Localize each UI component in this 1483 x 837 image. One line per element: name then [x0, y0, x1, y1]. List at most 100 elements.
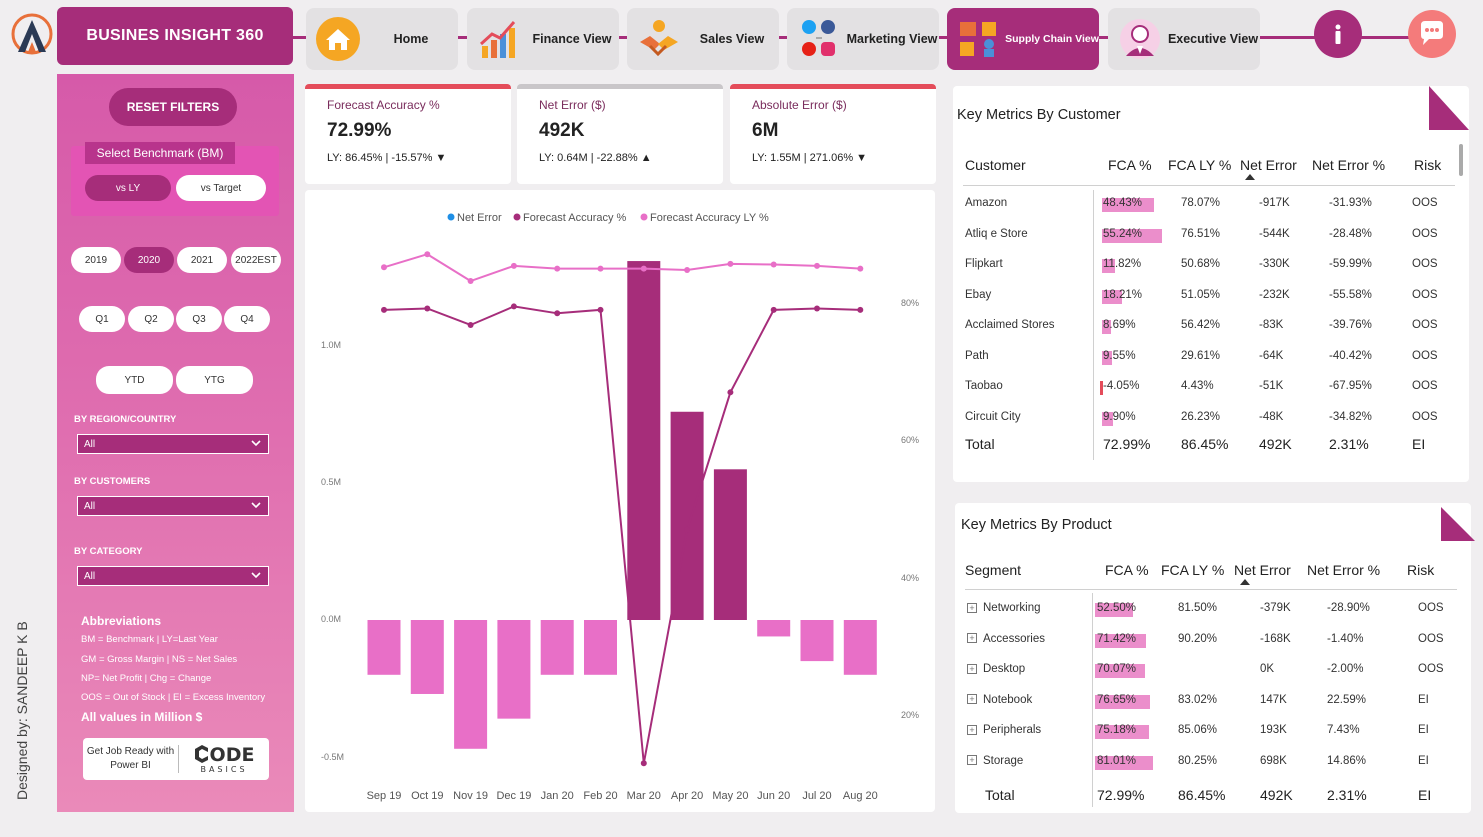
expand-plus-icon[interactable]: +: [967, 663, 977, 674]
x-tick-label: Jul 20: [802, 790, 831, 802]
cell-nep: -40.42%: [1329, 349, 1372, 362]
table-row[interactable]: + Accessories 71.42% 90.20% -168K -1.40% OOS: [965, 630, 1457, 650]
col-header[interactable]: FCA LY %: [1161, 562, 1225, 578]
x-tick-label: Feb 20: [583, 790, 617, 802]
period-ytg[interactable]: YTG: [176, 366, 253, 394]
cell-ne: 193K: [1260, 724, 1287, 736]
col-header[interactable]: FCA LY %: [1168, 157, 1232, 173]
fca-bar: [1102, 320, 1112, 334]
benchmark-vs-ly[interactable]: vs LY: [85, 175, 171, 201]
table-row[interactable]: + Networking 52.50% 81.50% -379K -28.90% OOS: [965, 599, 1457, 619]
expand-plus-icon[interactable]: +: [967, 755, 977, 766]
col-header[interactable]: Net Error %: [1307, 562, 1381, 578]
table-row[interactable]: + Storage 81.01% 80.25% 698K 14.86% EI: [965, 752, 1457, 772]
column-divider: [1092, 593, 1093, 807]
nav-supply-chain-button[interactable]: Supply Chain View: [947, 8, 1099, 70]
nav-finance-button[interactable]: Finance View: [467, 8, 619, 70]
legend-marker: [640, 213, 648, 221]
nav-home-button[interactable]: Home: [306, 8, 458, 70]
col-header[interactable]: FCA %: [1105, 562, 1149, 578]
category-filter-dropdown[interactable]: All: [77, 566, 269, 586]
col-header[interactable]: FCA %: [1108, 157, 1152, 173]
chat-button[interactable]: [1408, 10, 1456, 58]
product-metrics-card: Key Metrics By Product Segment FCA % FCA…: [955, 503, 1475, 813]
expand-plus-icon[interactable]: +: [967, 602, 977, 613]
forecast-accuracy-line: [383, 305, 861, 764]
cell-risk: OOS: [1412, 319, 1438, 331]
cell-ne: -917K: [1259, 197, 1290, 209]
year-2019[interactable]: 2019: [71, 247, 121, 273]
forecast-accuracy-point: [770, 306, 777, 313]
chevron-down-icon: [251, 572, 261, 579]
forecast-accuracy-point: [727, 389, 734, 396]
col-header[interactable]: Net Error: [1240, 157, 1297, 173]
forecast-accuracy-ly-point: [510, 262, 517, 269]
x-tick-label: Aug 20: [843, 790, 878, 802]
col-header[interactable]: Customer: [965, 157, 1026, 173]
kpi-value: 492K: [539, 120, 585, 141]
cell-nep: -34.82%: [1329, 410, 1372, 423]
net-error-forecast-chart[interactable]: Net Error Forecast Accuracy % Forecast Acc…: [305, 190, 935, 812]
y-left-tick-label: -0.5M: [321, 752, 344, 762]
table-row[interactable]: Path 9.55% 29.61% -64K -40.42% OOS: [963, 347, 1455, 367]
expand-plus-icon[interactable]: +: [967, 694, 977, 705]
header-divider: [965, 589, 1457, 590]
cell-ly: 76.51%: [1181, 227, 1221, 240]
table-row[interactable]: + Peripherals 75.18% 85.06% 193K 7.43% EI: [965, 721, 1457, 741]
cell-ne: -330K: [1259, 258, 1290, 270]
period-ytd[interactable]: YTD: [96, 366, 173, 394]
cell-ly: 4.43%: [1181, 380, 1214, 392]
year-2022est[interactable]: 2022EST: [231, 247, 281, 273]
nav-executive-label: Executive View: [1167, 32, 1259, 46]
year-2021[interactable]: 2021: [177, 247, 227, 273]
promo-text: Get Job Ready with Power BI: [83, 745, 179, 773]
table-row[interactable]: + Desktop 70.07% 0K -2.00% OOS: [965, 660, 1457, 680]
col-header[interactable]: Net Error %: [1312, 157, 1386, 173]
table-row[interactable]: Amazon 48.43% 78.07% -917K -31.93% OOS: [963, 194, 1455, 214]
row-label-text: Notebook: [983, 693, 1033, 706]
cell-ne: 0K: [1260, 663, 1275, 675]
codebasics-promo[interactable]: Get Job Ready with Power BI ODE BASICS: [83, 738, 269, 780]
table-scrollbar[interactable]: [1459, 144, 1463, 176]
category-filter-label: BY CATEGORY: [74, 546, 143, 557]
x-tick-label: Sep 19: [367, 790, 402, 802]
quarter-q3[interactable]: Q3: [176, 306, 222, 332]
total-fca: 72.99%: [1097, 787, 1145, 803]
table-row[interactable]: Atliq e Store 55.24% 76.51% -544K -28.48% OOS: [963, 225, 1455, 245]
nav-sales-button[interactable]: Sales View: [627, 8, 779, 70]
fca-bar: [1095, 694, 1151, 709]
col-header[interactable]: Segment: [965, 562, 1022, 578]
fca-bar: [1102, 411, 1113, 426]
row-label: + Networking: [967, 602, 1041, 614]
table-row[interactable]: Taobao -4.05% 4.43% -51K -67.95% OOS: [963, 377, 1455, 397]
customer-table-header: Customer FCA % FCA LY % Net Error Net Er…: [961, 154, 1455, 180]
table-row[interactable]: Flipkart 11.82% 50.68% -330K -59.99% OOS: [963, 255, 1455, 275]
reset-filters-button[interactable]: RESET FILTERS: [109, 88, 237, 126]
table-row[interactable]: + Notebook 76.65% 83.02% 147K 22.59% EI: [965, 691, 1457, 711]
customers-filter-dropdown[interactable]: All: [77, 496, 269, 516]
expand-plus-icon[interactable]: +: [967, 724, 977, 735]
benchmark-vs-target[interactable]: vs Target: [176, 175, 266, 201]
expand-plus-icon[interactable]: +: [967, 633, 977, 644]
nav-finance-label: Finance View: [532, 32, 612, 46]
table-row[interactable]: Acclaimed Stores 8.69% 56.42% -83K -39.76% OO…: [963, 316, 1455, 336]
forecast-accuracy-ly-point: [381, 264, 387, 271]
nav-marketing-button[interactable]: Marketing View: [787, 8, 939, 70]
year-2020[interactable]: 2020: [124, 247, 174, 273]
net-error-bar: [367, 620, 401, 675]
quarter-q4[interactable]: Q4: [224, 306, 270, 332]
table-row[interactable]: Circuit City 9.90% 26.23% -48K -34.82% OOS: [963, 408, 1455, 428]
table-row[interactable]: Ebay 18.21% 51.05% -232K -55.58% OOS: [963, 286, 1455, 306]
region-filter-dropdown[interactable]: All: [77, 434, 269, 454]
row-label: + Desktop: [967, 663, 1025, 675]
quarter-q1[interactable]: Q1: [79, 306, 125, 332]
col-header[interactable]: Risk: [1407, 562, 1435, 578]
y-left-tick-label: 0.0M: [321, 614, 341, 624]
nav-executive-button[interactable]: Executive View: [1108, 8, 1260, 70]
quarter-q2[interactable]: Q2: [128, 306, 174, 332]
col-header[interactable]: Risk: [1414, 157, 1442, 173]
fca-bar: [1100, 381, 1103, 395]
info-button[interactable]: [1314, 10, 1362, 58]
cell-nep: -2.00%: [1327, 663, 1364, 675]
col-header[interactable]: Net Error: [1234, 562, 1291, 578]
